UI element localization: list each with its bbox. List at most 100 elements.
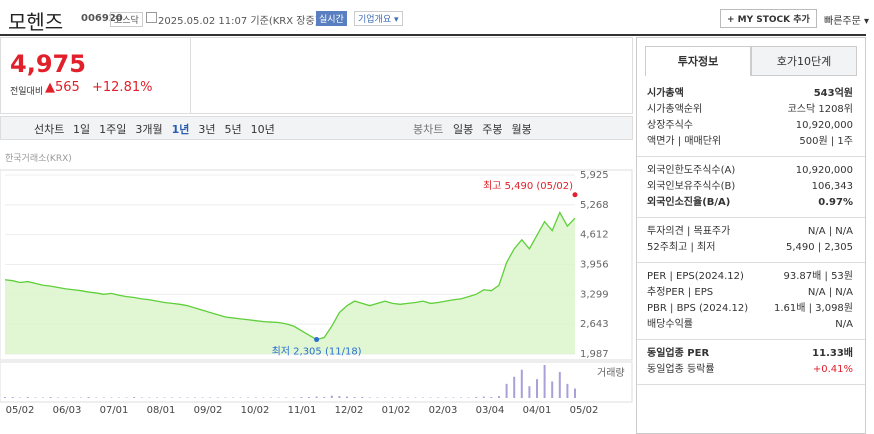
time: 2025.05.02 11:07 기준(KRX 장중)	[158, 16, 319, 27]
info-value: 500원 | 1주	[799, 136, 853, 147]
volume-bar	[558, 372, 561, 398]
volume-legend: 거래량	[597, 367, 625, 379]
current-price: 4,975	[10, 50, 86, 78]
info-label: 시가총액순위	[647, 104, 703, 115]
volume-bar	[346, 396, 348, 398]
x-tick-label: 06/03	[53, 405, 82, 416]
info-row: PBR | BPS (2024.12) 1.61배 | 3,098원	[637, 301, 865, 317]
volume-bar	[133, 397, 136, 398]
volume-bar	[505, 383, 508, 398]
diff: ▲565	[45, 80, 80, 95]
line-tab[interactable]: 10년	[250, 123, 275, 136]
volume-bar	[513, 376, 516, 398]
y-tick-label: 5,268	[580, 200, 609, 211]
volume-bar	[498, 396, 500, 398]
info-value: 11.33배	[812, 348, 853, 359]
x-tick-label: 05/02	[570, 405, 599, 416]
info-row: 추정PER | EPS N/A | N/A	[637, 285, 865, 301]
volume-bar	[11, 397, 14, 398]
mystock-button[interactable]: + MY STOCK 추가	[720, 9, 817, 28]
info-group: 투자의견 | 목표주가 N/A | N/A 52주최고 | 최저 5,490 | 2,…	[637, 218, 865, 263]
volume-bar	[475, 397, 478, 398]
quick-order[interactable]: 빠른주문 ▾	[824, 16, 869, 27]
candle-tab[interactable]: 월봉	[511, 123, 532, 136]
realtime-badge[interactable]: 실시간	[316, 11, 347, 26]
info-value: 1.61배 | 3,098원	[773, 303, 853, 314]
volume-bar	[528, 386, 531, 398]
volume-bar	[323, 397, 326, 398]
volume-bar	[574, 388, 576, 398]
info-label: 배당수익률	[647, 319, 693, 330]
plot-frame	[0, 169, 633, 361]
info-label: 외국인소진율(B/A)	[647, 197, 731, 208]
calendar-icon	[146, 12, 157, 23]
info-label: 동일업종 등락률	[647, 364, 715, 375]
y-tick-label: 3,299	[580, 289, 609, 300]
info-row: 시가총액 543억원	[637, 86, 865, 102]
info-row: 동일업종 등락률 +0.41%	[637, 362, 865, 378]
line-tab[interactable]: 5년	[224, 123, 242, 136]
market-badge: 코스닥	[110, 12, 143, 27]
info-row: 동일업종 PER 11.33배	[637, 346, 865, 362]
volume-bar	[87, 397, 90, 398]
line-tab[interactable]: 1년	[171, 123, 190, 136]
line-tab[interactable]: 3년	[198, 123, 216, 136]
info-row: 시가총액순위 코스닥 1208위	[637, 102, 865, 118]
panel-tab[interactable]: 호가10단계	[751, 46, 857, 76]
info-row: 배당수익률 N/A	[637, 317, 865, 333]
x-tick-label: 11/01	[288, 405, 317, 416]
candle-tab[interactable]: 일봉	[453, 123, 474, 136]
x-tick-label: 07/01	[100, 405, 129, 416]
info-value: 543억원	[813, 88, 853, 99]
line-tab[interactable]: 1주일	[99, 123, 127, 136]
x-tick-label: 05/02	[6, 405, 35, 416]
volume-bar	[353, 397, 356, 398]
info-label: 외국인한도주식수(A)	[647, 165, 736, 176]
x-tick-label: 09/02	[194, 405, 223, 416]
line-tab-label: 선차트	[34, 123, 65, 136]
overview-button[interactable]: 기업개요 ▾	[354, 11, 403, 26]
candle-tab[interactable]: 주봉	[482, 123, 503, 136]
x-tick-label: 01/02	[382, 405, 411, 416]
info-value: 10,920,000	[795, 120, 853, 131]
info-row: 외국인소진율(B/A) 0.97%	[637, 195, 865, 211]
line-tab[interactable]: 1일	[73, 123, 91, 136]
x-tick-label: 12/02	[335, 405, 364, 416]
info-row: 상장주식수 10,920,000	[637, 118, 865, 134]
low-marker	[314, 337, 320, 343]
info-group: PER | EPS(2024.12) 93.87배 | 53원 추정PER | EP…	[637, 263, 865, 340]
info-value: N/A	[835, 319, 853, 330]
y-tick-label: 1,987	[580, 349, 609, 360]
volume-bar	[490, 397, 493, 398]
price-line	[4, 211, 576, 341]
y-tick-label: 3,956	[580, 260, 609, 271]
info-value: +0.41%	[812, 364, 853, 375]
volume-bar	[308, 397, 310, 398]
info-row: PER | EPS(2024.12) 93.87배 | 53원	[637, 269, 865, 285]
high-marker	[572, 192, 578, 198]
info-row: 액면가 | 매매단위 500원 | 1주	[637, 134, 865, 150]
x-tick-label: 08/01	[147, 405, 176, 416]
volume-bar	[330, 395, 333, 398]
info-row: 외국인보유주식수(B) 106,343	[637, 179, 865, 195]
info-label: PBR | BPS (2024.12)	[647, 303, 749, 314]
volume-bar	[300, 397, 303, 398]
stock-name: 모헨즈	[8, 10, 64, 34]
info-label: 상장주식수	[647, 120, 693, 131]
info-label: 외국인보유주식수(B)	[647, 181, 736, 192]
info-row: 52주최고 | 최저 5,490 | 2,305	[637, 240, 865, 256]
volume-bar	[543, 365, 546, 398]
panel-tab[interactable]: 투자정보	[645, 46, 751, 76]
info-value: 0.97%	[818, 197, 853, 208]
x-tick-label: 02/03	[429, 405, 458, 416]
info-panel: 투자정보 호가10단계 시가총액 543억원 시가총액순위 코스닥 1208위 상장주식…	[636, 37, 866, 434]
divider	[0, 34, 866, 36]
candle-tab-label: 봉차트	[413, 123, 444, 136]
line-tab[interactable]: 3개월	[135, 123, 163, 136]
info-value: 106,343	[811, 181, 853, 192]
volume-bar	[4, 397, 6, 398]
high-label: 최고 5,490 (05/02)	[483, 180, 573, 192]
info-label: 추정PER | EPS	[647, 287, 714, 298]
